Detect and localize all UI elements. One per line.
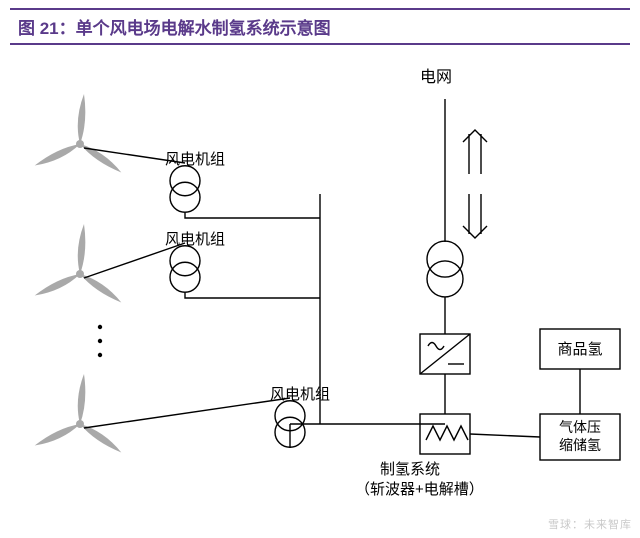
storage-label-1: 气体压	[559, 419, 601, 435]
ellipsis-dot	[98, 353, 102, 357]
grid-label: 电网	[420, 68, 452, 86]
figure-title: 图 21：单个风电场电解水制氢系统示意图	[18, 19, 331, 38]
transformer-icon	[427, 241, 463, 297]
h2-system-label: 制氢系统	[380, 461, 440, 478]
transformer-icon	[170, 166, 200, 213]
ellipsis-dot	[98, 339, 102, 343]
wind-turbine-icon	[34, 224, 124, 304]
wind-turbine-icon	[34, 94, 124, 174]
electrolyzer-icon	[420, 414, 470, 454]
ellipsis-dot	[98, 325, 102, 329]
turbine-label: 风电机组	[165, 231, 225, 248]
system-diagram: 风电机组风电机组风电机组电网制氢系统（斩波器+电解槽）气体压缩储氢商品氢	[10, 54, 630, 534]
pipe-electrolyzer-storage	[470, 434, 540, 437]
h2-system-sublabel: （斩波器+电解槽）	[355, 481, 484, 498]
turbine-label: 风电机组	[270, 386, 330, 403]
transformer-icon	[170, 246, 200, 293]
storage-label-2: 缩储氢	[559, 437, 601, 453]
turbine-label: 风电机组	[165, 151, 225, 168]
figure-title-bar: 图 21：单个风电场电解水制氢系统示意图	[10, 8, 630, 45]
wind-turbine-icon	[34, 374, 124, 454]
product-h2-label: 商品氢	[557, 341, 602, 358]
